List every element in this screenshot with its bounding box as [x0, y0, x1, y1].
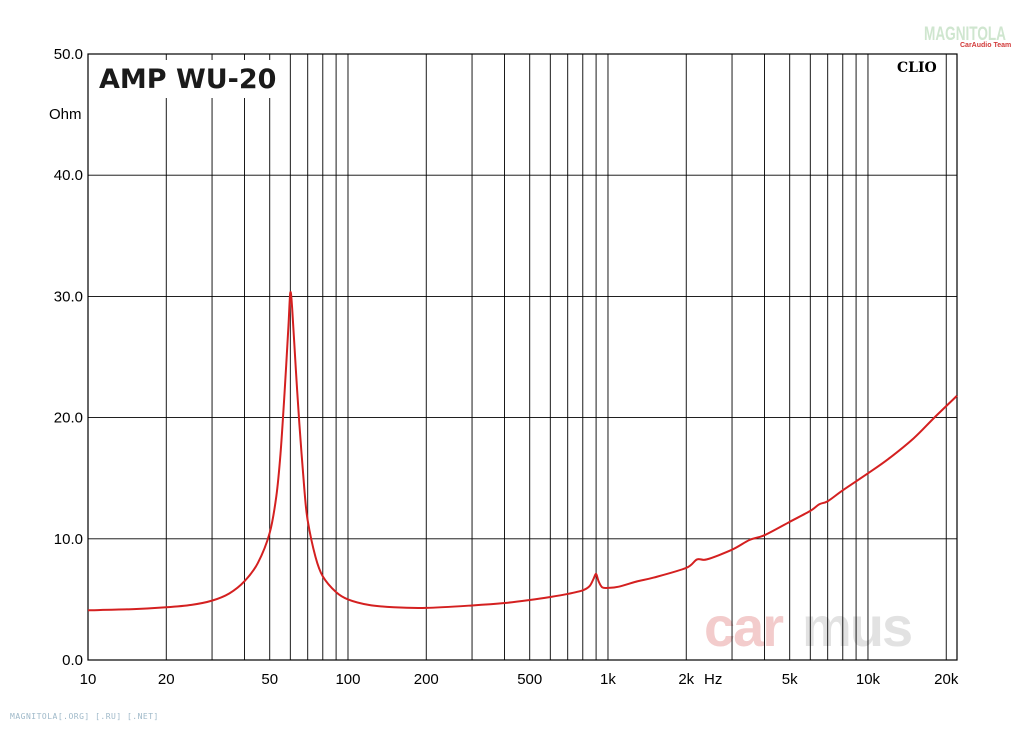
y-tick-label: 50.0 [54, 46, 83, 63]
y-tick-label: 0.0 [62, 652, 83, 669]
ylabel-background [46, 104, 84, 124]
x-tick-label: 1k [600, 671, 616, 688]
x-tick-label: 500 [517, 671, 542, 688]
xlabel-background [702, 668, 728, 686]
y-tick-label: 40.0 [54, 167, 83, 184]
x-tick-label: 20k [934, 671, 959, 688]
x-tick-label: 100 [335, 671, 360, 688]
x-tick-label: 20 [158, 671, 175, 688]
footer-watermark: MAGNITOLA[.ORG] [.RU] [.NET] [10, 712, 159, 721]
chart-title: AMP WU-20 [99, 64, 276, 95]
carmus-watermark-car: car [704, 595, 783, 658]
clio-label: CLIO [897, 60, 937, 76]
x-tick-label: 50 [261, 671, 278, 688]
y-axis-unit-label: Ohm [49, 106, 82, 123]
x-tick-label: 2k [678, 671, 694, 688]
title-background [96, 60, 274, 98]
magnitola-logo-subtitle: CarAudio Team [960, 42, 1011, 49]
x-tick-label: 200 [414, 671, 439, 688]
x-axis-unit-label: Hz [704, 671, 722, 688]
grid-lines [88, 53, 957, 661]
carmus-watermark-mus: mus [802, 595, 911, 658]
magnitola-logo: MAGNITOLA [924, 24, 1006, 45]
y-tick-labels: 0.0 10.0 20.0 30.0 40.0 50.0 [54, 46, 83, 669]
clio-background [893, 58, 941, 76]
plot-frame [87, 53, 958, 661]
y-tick-label: 10.0 [54, 531, 83, 548]
impedance-curve [87, 291, 958, 612]
x-tick-label: 10k [856, 671, 881, 688]
x-tick-label: 5k [782, 671, 798, 688]
x-tick-label: 10 [80, 671, 97, 688]
x-tick-labels: 10 20 50 100 200 500 1k 2k 5k 10k 20k [80, 671, 959, 688]
y-tick-label: 30.0 [54, 288, 83, 305]
y-tick-label: 20.0 [54, 410, 83, 427]
